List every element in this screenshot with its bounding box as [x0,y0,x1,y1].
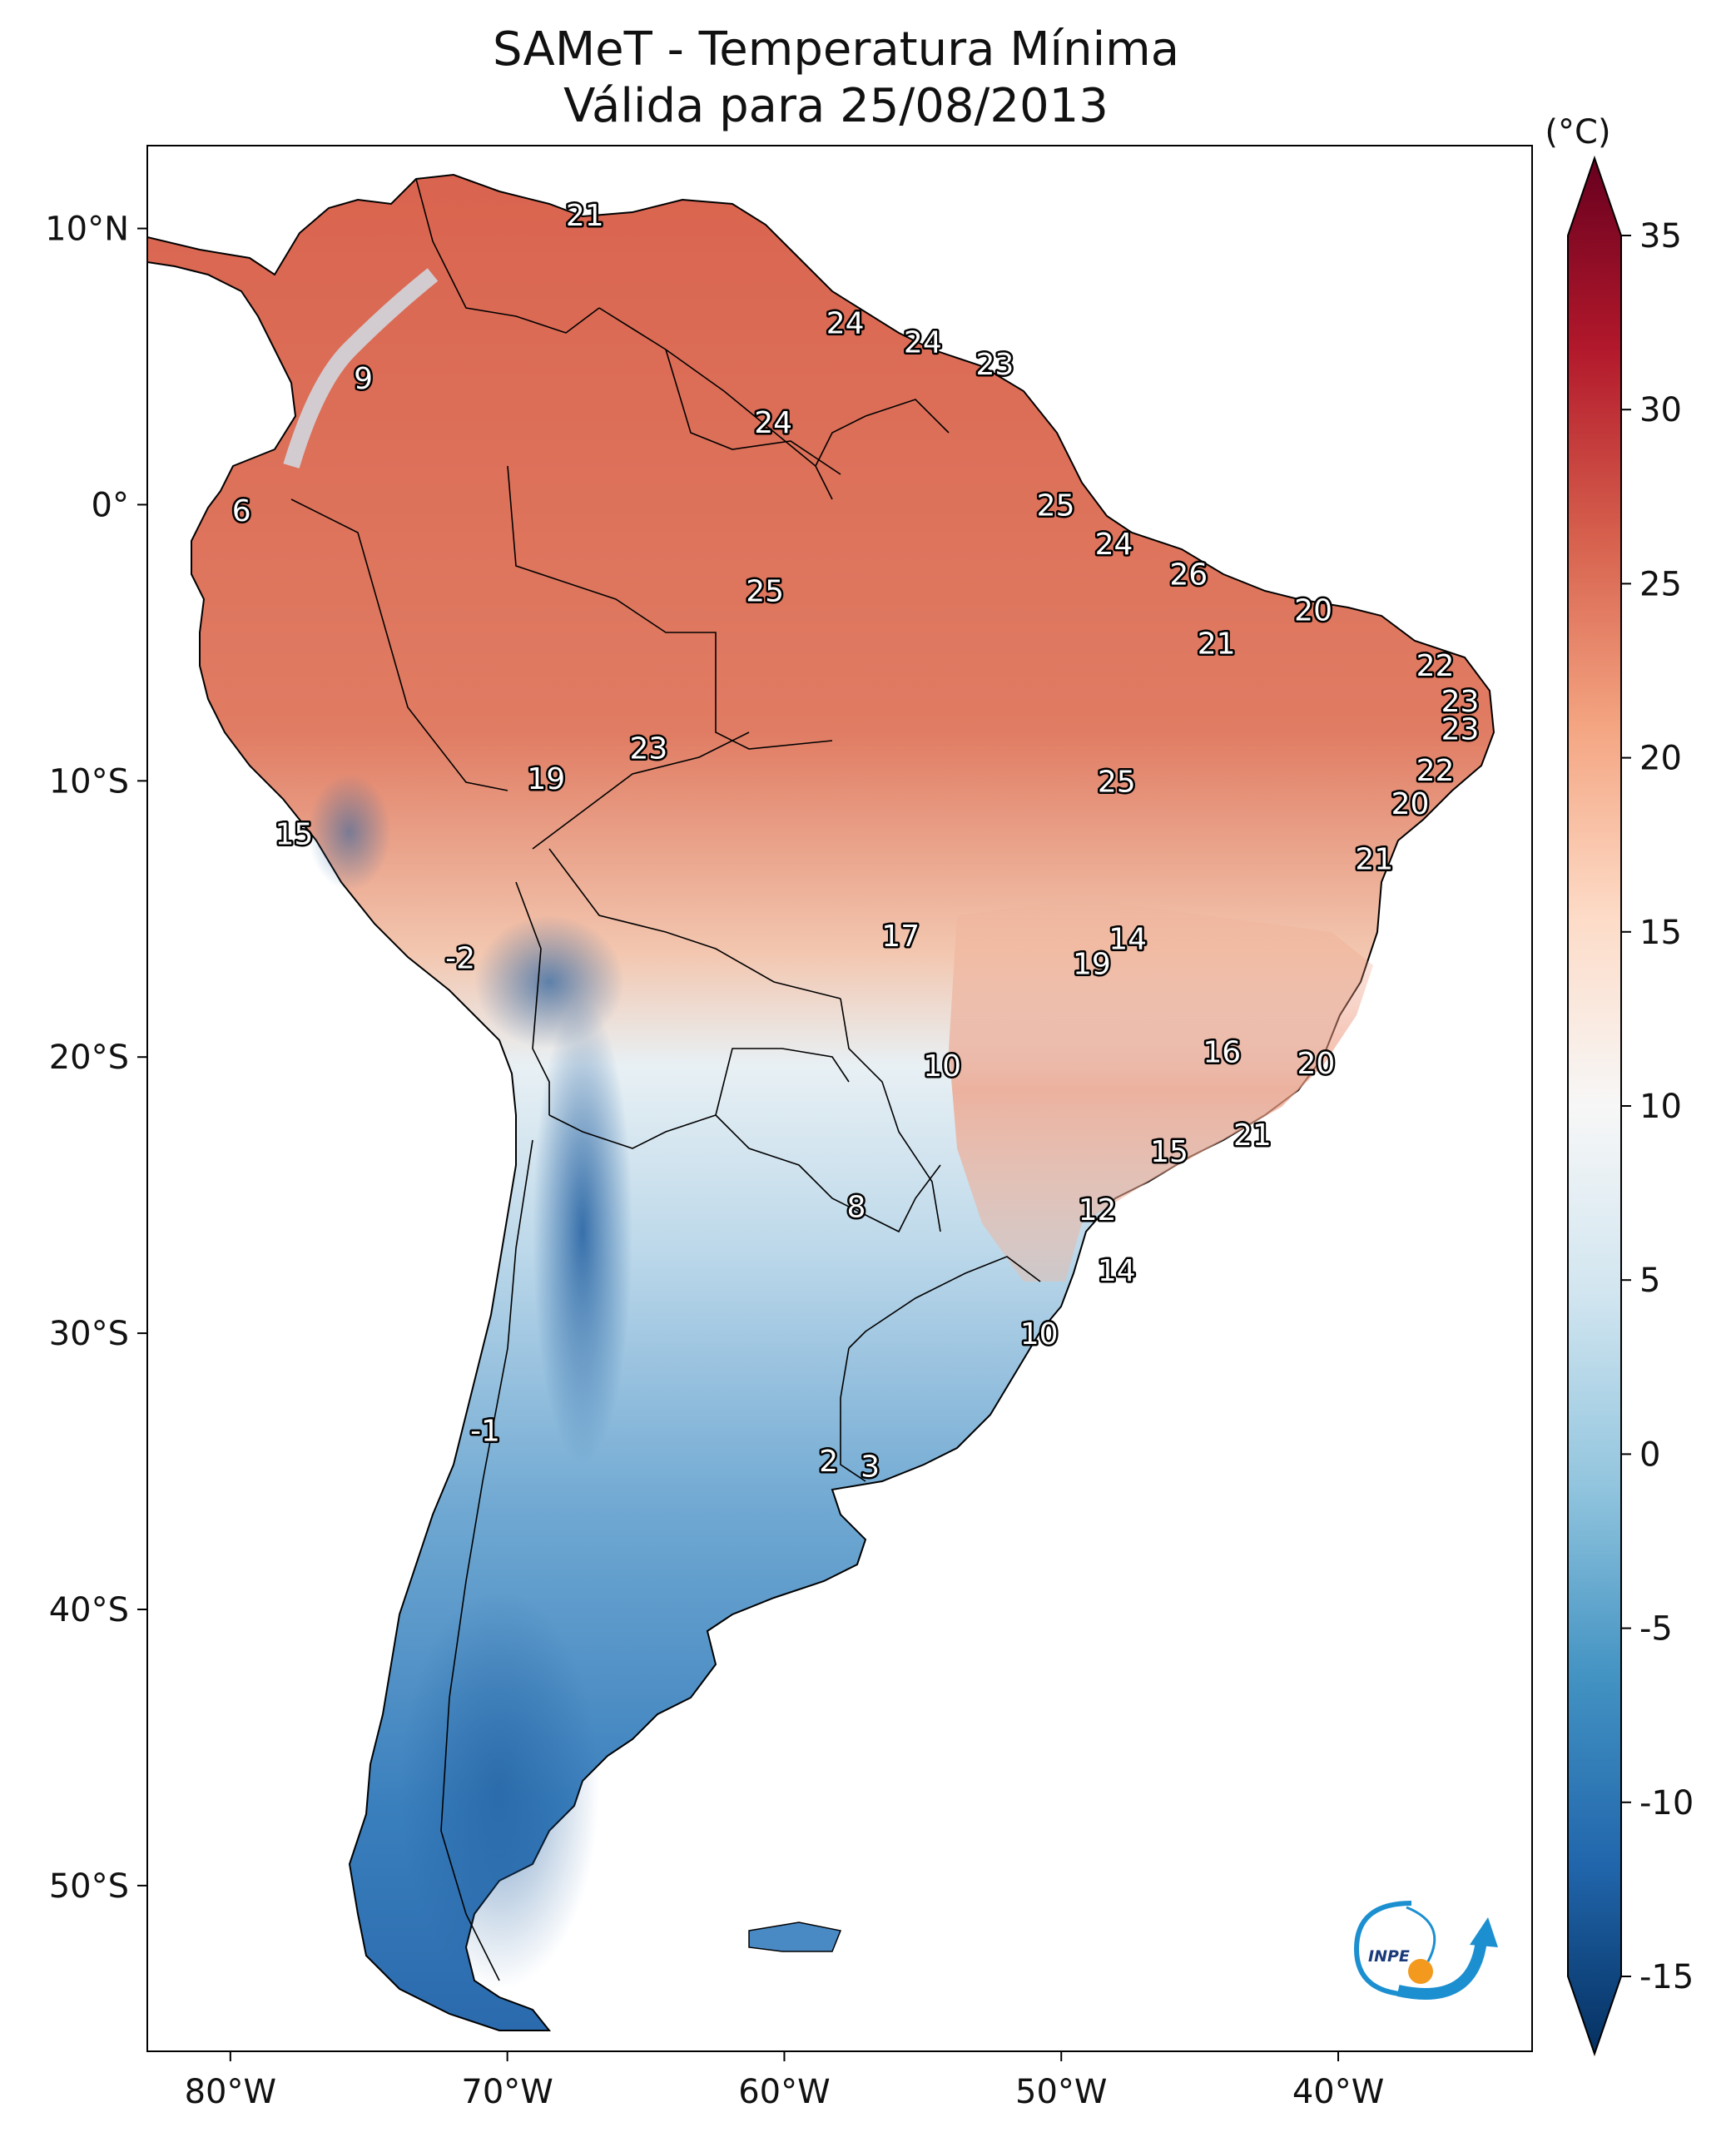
inpe-logo-text: INPE [1368,1947,1410,1966]
lat-tick-label: 40°S [49,1591,129,1629]
temperature-label: 2 [819,1445,838,1479]
latitude-ticks: 10°N 0° 10°S 20°S 30°S 40°S 50°S [45,211,147,1906]
map-subtitle: Válida para 25/08/2013 [563,79,1109,133]
temperature-label: 25 [1098,765,1136,799]
colorbar-tick-label: -5 [1639,1610,1673,1649]
temperature-label: 22 [1416,649,1455,683]
temperature-label: 19 [527,762,565,796]
temperature-label: 21 [1355,842,1393,876]
temperature-label: 24 [904,326,942,360]
temperature-label: 25 [746,574,784,608]
country-borders [290,178,1041,1981]
colorbar-tick-label: 5 [1639,1262,1660,1300]
temperature-label: 17 [881,920,920,954]
lat-tick-label: 50°S [49,1867,129,1906]
temperature-label: 3 [861,1450,880,1484]
colorbar-tick-label: 20 [1639,740,1682,778]
lon-tick-label: 60°W [738,2073,830,2111]
lat-tick-label: 0° [92,486,129,524]
temperature-label: 15 [275,817,313,851]
colorbar-unit-label: (°C) [1545,113,1610,151]
temperature-label: 12 [1079,1193,1117,1227]
temperature-label: 26 [1169,558,1208,592]
colorbar-tick-label: 10 [1639,1088,1682,1126]
lat-tick-label: 10°N [45,211,129,249]
colorbar-body [1567,155,1622,2057]
colorbar-tick-label: 35 [1639,217,1682,255]
temperature-label: 20 [1294,594,1332,628]
temperature-label: -1 [470,1414,500,1448]
eastern-brazil-warm-overlay [949,899,1373,1282]
lon-tick-label: 50°W [1015,2073,1107,2111]
lat-tick-label: 30°S [49,1315,129,1353]
temperature-label: 8 [847,1190,866,1224]
temperature-label: 20 [1391,787,1430,821]
map-title: SAMeT - Temperatura Mínima [492,22,1180,77]
inpe-logo: INPE [1353,1901,1498,2000]
temperature-label: 20 [1297,1047,1336,1081]
colorbar-tick-label: 0 [1639,1435,1660,1474]
colorbar-ticks: 35 30 25 20 15 10 5 0 -5 -10 -15 [1621,217,1694,1996]
temperature-label: 10 [923,1049,961,1083]
colorbar-tick-label: 30 [1639,391,1682,429]
patagonia-cold-band [399,1589,599,1989]
temperature-label: 23 [1441,712,1480,746]
colorbar-tick-label: 25 [1639,565,1682,603]
temperature-label: 6 [232,494,251,528]
temperature-label: 15 [1150,1135,1188,1169]
temperature-label: 21 [566,199,604,233]
temperature-label: 16 [1203,1036,1241,1070]
temperature-label: 14 [1098,1254,1136,1288]
temperature-label: 19 [1073,947,1111,981]
map-area [147,173,1495,2031]
colorbar-tick-label: -10 [1639,1784,1694,1822]
temperature-label: 24 [826,306,865,340]
temperature-label: 9 [354,362,373,396]
peru-andes-cold-band [308,774,391,890]
temperature-label: 23 [975,348,1014,382]
lon-tick-label: 80°W [185,2073,276,2111]
temperature-label: 24 [1095,528,1133,562]
colorbar: (°C) 35 30 25 20 15 10 5 0 -5 -10 -15 [1545,113,1694,2057]
lon-tick-label: 40°W [1292,2073,1384,2111]
map-frame [146,145,1533,2052]
temperature-label: 25 [1037,488,1075,523]
temperature-label: 14 [1109,923,1147,957]
altiplano-cold-band [474,915,624,1049]
northern-andes-band [283,268,439,469]
lat-tick-label: 20°S [49,1039,129,1077]
colorbar-tick-label: 15 [1639,914,1682,952]
lon-tick-label: 70°W [461,2073,553,2111]
temperature-label: 21 [1198,627,1236,661]
lat-tick-label: 10°S [49,762,129,801]
temperature-label: 21 [1233,1118,1272,1153]
colorbar-tick-label: -15 [1639,1958,1694,1996]
temperature-label: 23 [629,732,667,766]
temperature-label: -2 [445,942,475,976]
falkland-islands [748,1921,842,1952]
temperature-label: 24 [754,406,792,440]
temperature-label: 22 [1416,754,1455,788]
longitude-ticks: 80°W 70°W 60°W 50°W 40°W [185,2051,1384,2111]
temperature-label: 23 [1441,685,1480,719]
temperature-label: 10 [1020,1317,1059,1351]
andes-cold-band [533,999,632,1465]
